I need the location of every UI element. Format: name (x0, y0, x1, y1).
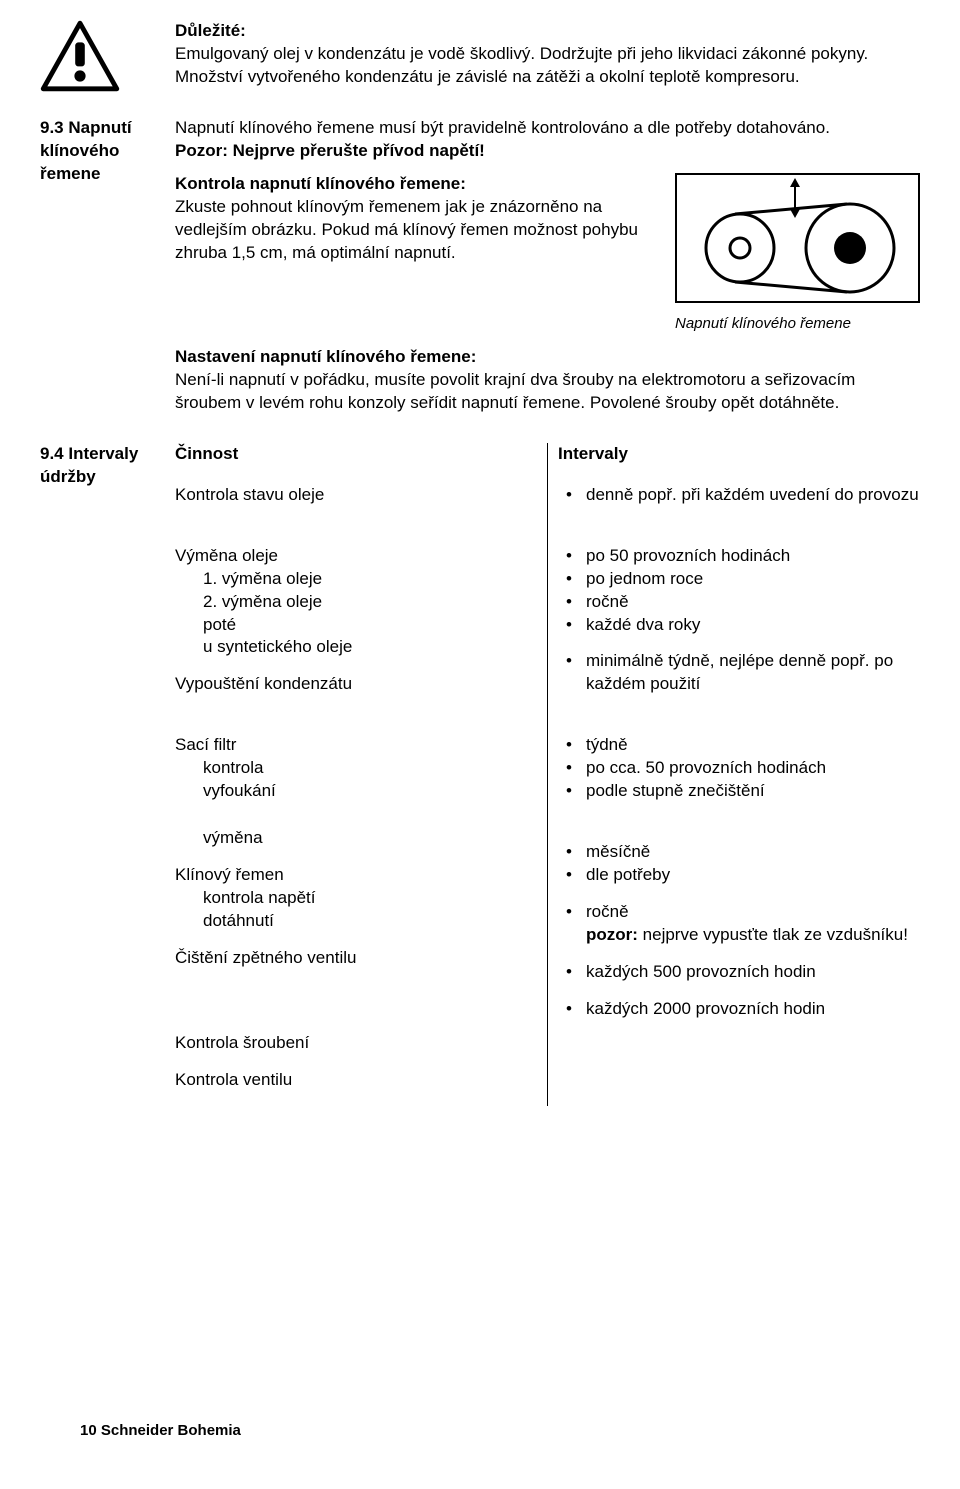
act-oil-change-4: u syntetického oleje (175, 636, 537, 659)
act-oil-change-3: poté (175, 614, 537, 637)
warning-body: Emulgovaný olej v kondenzátu je vodě ško… (175, 43, 920, 89)
act-belt-1: kontrola napětí (175, 887, 537, 910)
act-belt-2: dotáhnutí (175, 910, 537, 933)
spacer (175, 803, 537, 827)
belt-adjust-title: Nastavení napnutí klínového řemene: (175, 347, 476, 366)
int-oc-3: ročně (558, 591, 920, 614)
spacer (558, 710, 920, 734)
act-filter-1: kontrola (175, 757, 537, 780)
spacer (175, 1008, 537, 1032)
warning-icon-col (40, 20, 175, 99)
act-belt-title: Klínový řemen (175, 864, 537, 887)
act-filter-3: výměna (175, 827, 537, 850)
int-filt-2: po cca. 50 provozních hodinách (558, 757, 920, 780)
spacer (558, 521, 920, 545)
warning-block: Důležité: Emulgovaný olej v kondenzátu j… (40, 20, 920, 99)
section-9-3-heading: 9.3 Napnutí klínového řemene (40, 117, 175, 186)
act-oil-change: Výměna oleje 1. výměna oleje 2. výměna o… (175, 545, 537, 660)
int-valve-check-1: každých 2000 provozních hodin (558, 998, 920, 1021)
int-filt-1: týdně (558, 734, 920, 757)
spacer (175, 521, 537, 545)
int-vc-1b-bold: pozor: (586, 925, 638, 944)
warning-icon (40, 20, 120, 92)
section-9-4: 9.4 Intervaly údržby Činnost Kontrola st… (40, 443, 920, 1106)
spacer (175, 984, 537, 1008)
act-oil-change-1: 1. výměna oleje (175, 568, 537, 591)
int-oc-4: každé dva roky (558, 614, 920, 637)
act-oil-change-title: Výměna oleje (175, 545, 537, 568)
page-footer: 10 Schneider Bohemia (80, 1421, 241, 1441)
belt-check-text: Kontrola napnutí klínového řemene: Zkust… (175, 173, 661, 265)
int-vc-1b-rest: nejprve vypusťte tlak ze vzdušníku! (638, 925, 908, 944)
int-belt-2: dle potřeby (558, 864, 920, 887)
int-belt: měsíčně dle potřeby (558, 841, 920, 887)
act-filter-2: vyfoukání (175, 780, 537, 803)
warning-title: Důležité: (175, 20, 920, 43)
int-oil-level: denně popř. při každém uvedení do provoz… (558, 484, 920, 507)
spacer (558, 817, 920, 841)
act-belt: Klínový řemen kontrola napětí dotáhnutí (175, 864, 537, 933)
belt-figure: Napnutí klínového řemene (675, 173, 920, 334)
act-valve-check: Kontrola ventilu (175, 1069, 537, 1092)
act-filter: Sací filtr kontrola vyfoukání výměna (175, 734, 537, 850)
s93-intro2: Pozor: Nejprve přerušte přívod napětí! (175, 141, 485, 160)
int-condensate: minimálně týdně, nejlépe denně popř. po … (558, 650, 920, 696)
act-oil-change-2: 2. výměna oleje (175, 591, 537, 614)
act-valve-clean: Čištění zpětného ventilu (175, 947, 537, 970)
belt-adjust: Nastavení napnutí klínového řemene: Není… (175, 346, 920, 415)
act-screws: Kontrola šroubení (175, 1032, 537, 1055)
belt-caption: Napnutí klínového řemene (675, 314, 920, 334)
int-screws-1: každých 500 provozních hodin (558, 961, 920, 984)
maint-divider (547, 443, 548, 1106)
maint-col-activity: Činnost Kontrola stavu oleje Výměna olej… (175, 443, 537, 1106)
act-filter-title: Sací filtr (175, 734, 537, 757)
belt-adjust-body: Není-li napnutí v pořádku, musíte povoli… (175, 370, 855, 412)
section-9-3-body: Napnutí klínového řemene musí být pravid… (175, 117, 920, 425)
int-belt-1: měsíčně (558, 841, 920, 864)
int-oc-1: po 50 provozních hodinách (558, 545, 920, 568)
section-9-4-body: Činnost Kontrola stavu oleje Výměna olej… (175, 443, 920, 1106)
maint-col-interval: Intervaly denně popř. při každém uvedení… (558, 443, 920, 1106)
belt-diagram (675, 173, 920, 303)
int-valve-check: každých 2000 provozních hodin (558, 998, 920, 1021)
int-filt-3: podle stupně znečištění (558, 780, 920, 803)
int-vc-1: ročně pozor: nejprve vypusťte tlak ze vz… (558, 901, 920, 947)
page: { "warning": { "title": "Důležité:", "bo… (40, 20, 920, 1459)
int-filter: týdně po cca. 50 provozních hodinách pod… (558, 734, 920, 803)
maint-header-activity: Činnost (175, 443, 537, 466)
int-oc-2: po jednom roce (558, 568, 920, 591)
belt-check-block: Kontrola napnutí klínového řemene: Zkust… (175, 173, 920, 334)
int-screws: každých 500 provozních hodin (558, 961, 920, 984)
s93-intro: Napnutí klínového řemene musí být pravid… (175, 117, 920, 163)
belt-check-body: Zkuste pohnout klínovým řemenem jak je z… (175, 197, 638, 262)
belt-check-title: Kontrola napnutí klínového řemene: (175, 174, 466, 193)
int-vc-1a: ročně (586, 902, 629, 921)
int-cond-1: minimálně týdně, nejlépe denně popř. po … (558, 650, 920, 696)
int-oil-change: po 50 provozních hodinách po jednom roce… (558, 545, 920, 637)
warning-text: Důležité: Emulgovaný olej v kondenzátu j… (175, 20, 920, 89)
int-valve-clean: ročně pozor: nejprve vypusťte tlak ze vz… (558, 901, 920, 947)
act-condensate: Vypouštění kondenzátu (175, 673, 537, 696)
int-oil-level-1: denně popř. při každém uvedení do provoz… (558, 484, 920, 507)
section-9-4-heading: 9.4 Intervaly údržby (40, 443, 175, 489)
maintenance-table: Činnost Kontrola stavu oleje Výměna olej… (175, 443, 920, 1106)
act-oil-level: Kontrola stavu oleje (175, 484, 537, 507)
section-9-3: 9.3 Napnutí klínového řemene Napnutí klí… (40, 117, 920, 425)
s93-intro1: Napnutí klínového řemene musí být pravid… (175, 118, 830, 137)
spacer (175, 710, 537, 734)
maint-header-interval: Intervaly (558, 443, 920, 466)
